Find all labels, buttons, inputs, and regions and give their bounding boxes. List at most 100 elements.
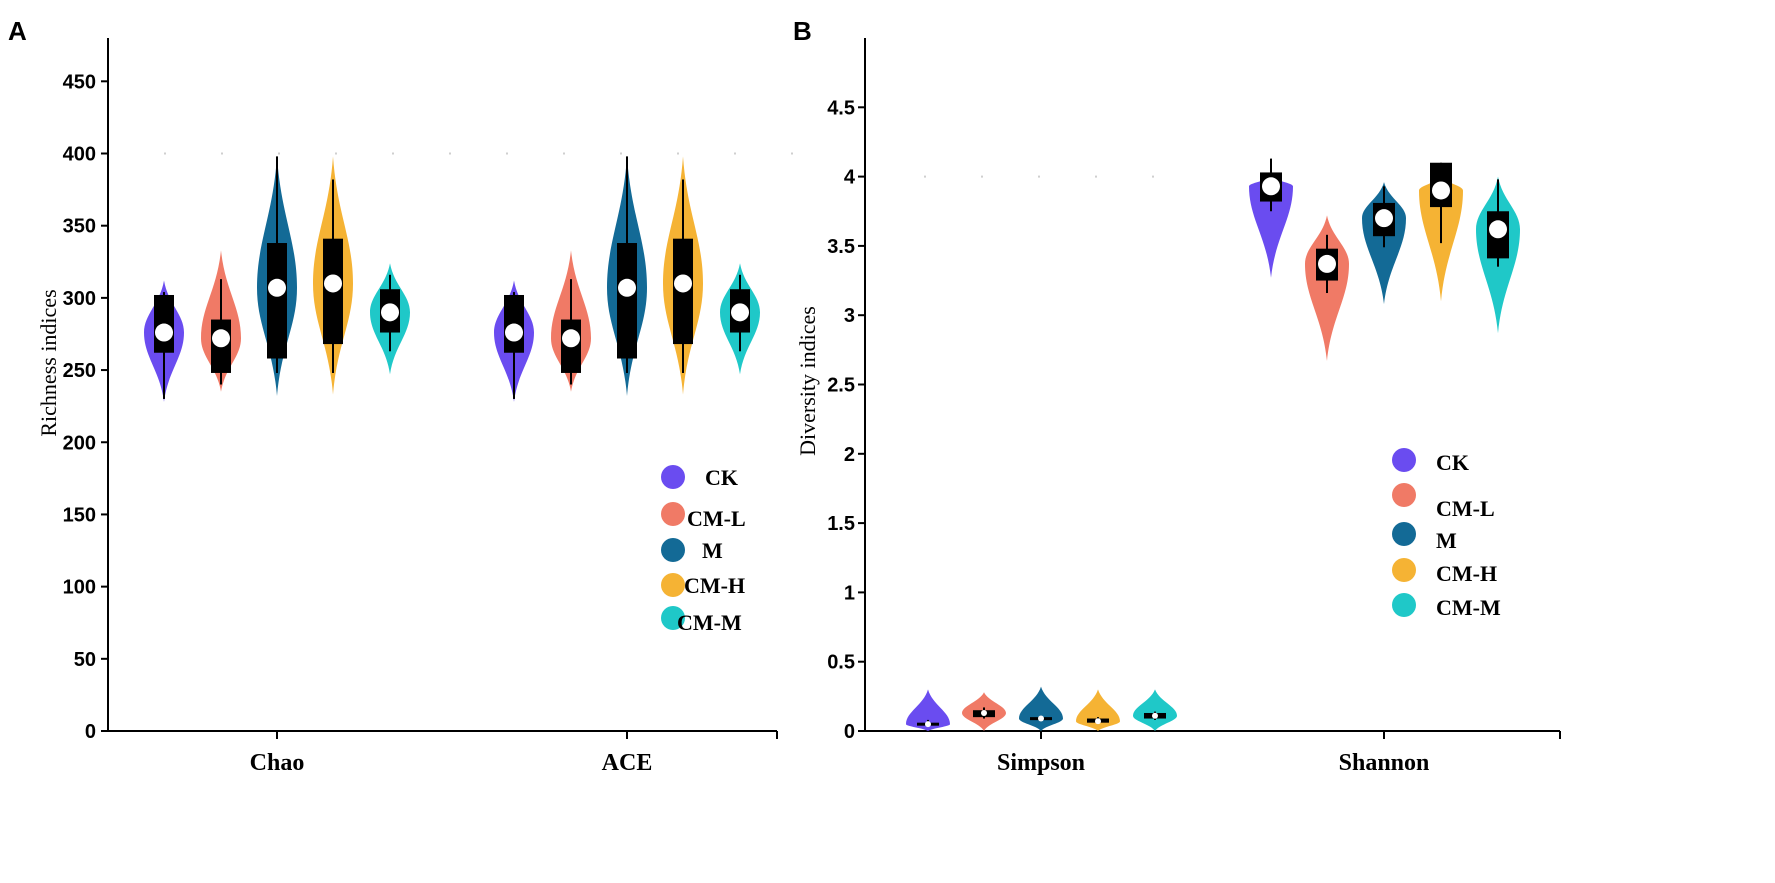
legend-b-cm-m-label: CM-M <box>1436 595 1501 620</box>
y-tick-label: 4.5 <box>827 97 855 119</box>
panel-a-letter: A <box>8 16 27 46</box>
legend-a-cm-m-label: CM-M <box>677 610 742 635</box>
violin-shannon-ck <box>1249 158 1293 278</box>
iqr-box <box>267 243 287 359</box>
violin-body <box>1076 689 1120 731</box>
violin-ace-cm-h <box>663 156 703 395</box>
violin-ace-cm-l <box>551 250 591 392</box>
legend-a-ck-swatch <box>661 465 685 489</box>
violin-ace-cm-m <box>720 263 760 375</box>
violin-simpson-cm-m <box>1133 689 1177 731</box>
median-dot <box>1432 181 1450 200</box>
y-tick-label: 1.5 <box>827 513 855 535</box>
legend-b-cm-l-label: CM-L <box>1436 496 1495 521</box>
panel-a: A Richness indices CK CM-L M CM-H CM-M 0… <box>8 16 793 776</box>
legend-a-m-label: M <box>702 538 723 563</box>
median-dot <box>1375 209 1393 228</box>
median-dot <box>1489 220 1507 239</box>
median-dot <box>562 329 580 348</box>
violin-chao-cm-h <box>313 156 353 395</box>
y-tick-label: 4 <box>844 167 856 189</box>
panel-b-ylabel: Diversity indices <box>795 306 820 456</box>
median-dot <box>268 278 286 297</box>
violin-simpson-cm-l <box>962 692 1006 731</box>
violin-ace-m <box>607 156 647 397</box>
median-dot <box>731 303 749 322</box>
legend-b-cm-l-swatch <box>1392 483 1416 507</box>
median-dot <box>618 278 636 297</box>
legend-a-cm-h-label: CM-H <box>684 573 745 598</box>
violin-body <box>1249 176 1293 278</box>
legend-b-cm-h-label: CM-H <box>1436 561 1497 586</box>
legend-a-cm-h-swatch <box>661 573 685 597</box>
violin-body <box>1019 686 1063 731</box>
legend-a-ck-label: CK <box>705 465 738 490</box>
y-tick-label: 250 <box>63 360 96 382</box>
panel-b: B Diversity indices CK CM-L M CM-H CM-M … <box>793 16 1561 776</box>
median-dot <box>674 274 692 293</box>
y-tick-label: 350 <box>63 216 96 238</box>
median-dot <box>1038 715 1044 722</box>
y-tick-label: 0 <box>85 721 96 743</box>
legend-a-cm-l-label: CM-L <box>687 506 746 531</box>
y-tick-label: 400 <box>63 144 96 166</box>
median-dot <box>505 323 523 342</box>
legend-a-cm-m-swatch <box>661 606 685 630</box>
legend-b-cm-m-swatch <box>1392 593 1416 617</box>
violin-chao-cm-m <box>370 263 410 375</box>
panel-a-legend: CK CM-L M CM-H CM-M <box>661 465 746 635</box>
median-dot <box>981 709 987 716</box>
panel-a-marks <box>144 156 760 402</box>
panel-a-ylabel: Richness indices <box>36 289 61 436</box>
median-dot <box>155 323 173 342</box>
y-tick-label: 0 <box>844 721 855 743</box>
violin-simpson-ck <box>906 689 950 731</box>
y-tick-label: 50 <box>74 649 96 671</box>
y-tick-label: 450 <box>63 71 96 93</box>
median-dot <box>212 329 230 348</box>
panel-b-letter: B <box>793 16 812 46</box>
panel-b-axes: 0 0.5 1 1.5 2 2.5 3 3.5 4 4.5 Simpson Shannon <box>827 38 1561 776</box>
violin-shannon-cm-m <box>1476 176 1520 334</box>
median-dot <box>1262 177 1280 196</box>
panel-a-axes: 0 50 100 150 200 250 300 350 400 450 Chao ACE <box>63 38 778 776</box>
y-tick-label: 2 <box>844 444 855 466</box>
violin-chao-ck <box>144 280 184 402</box>
legend-b-m-swatch <box>1392 522 1416 546</box>
violin-shannon-cm-l <box>1305 215 1349 361</box>
violin-chao-m <box>257 156 297 397</box>
y-tick-label: 2.5 <box>827 375 855 397</box>
violin-ace-ck <box>494 280 534 402</box>
y-tick-label: 100 <box>63 577 96 599</box>
violin-body <box>1133 689 1177 731</box>
median-dot <box>1318 254 1336 273</box>
median-dot <box>925 721 931 728</box>
y-tick-label: 1 <box>844 582 855 604</box>
legend-a-m-swatch <box>661 538 685 562</box>
median-dot <box>1095 718 1101 725</box>
iqr-box <box>617 243 637 359</box>
y-tick-label: 200 <box>63 432 96 454</box>
legend-b-cm-h-swatch <box>1392 558 1416 582</box>
median-dot <box>381 303 399 322</box>
panel-b-marks <box>906 158 1520 731</box>
y-tick-label: 0.5 <box>827 652 855 674</box>
legend-b-ck-swatch <box>1392 448 1416 472</box>
violin-simpson-cm-h <box>1076 689 1120 731</box>
y-tick-label: 3.5 <box>827 236 855 258</box>
violin-chao-cm-l <box>201 250 241 392</box>
category-label-ace: ACE <box>602 750 653 776</box>
legend-a-cm-l-swatch <box>661 502 685 526</box>
y-tick-label: 150 <box>63 504 96 526</box>
violin-body <box>906 689 950 731</box>
panel-b-legend: CK CM-L M CM-H CM-M <box>1392 448 1501 620</box>
violin-shannon-m <box>1362 182 1406 305</box>
y-tick-label: 3 <box>844 305 855 327</box>
legend-b-m-label: M <box>1436 528 1457 553</box>
violin-shannon-cm-h <box>1419 162 1463 302</box>
category-label-chao: Chao <box>250 750 305 776</box>
median-dot <box>324 274 342 293</box>
median-dot <box>1152 712 1158 719</box>
category-label-simpson: Simpson <box>997 750 1085 776</box>
violin-simpson-m <box>1019 686 1063 731</box>
